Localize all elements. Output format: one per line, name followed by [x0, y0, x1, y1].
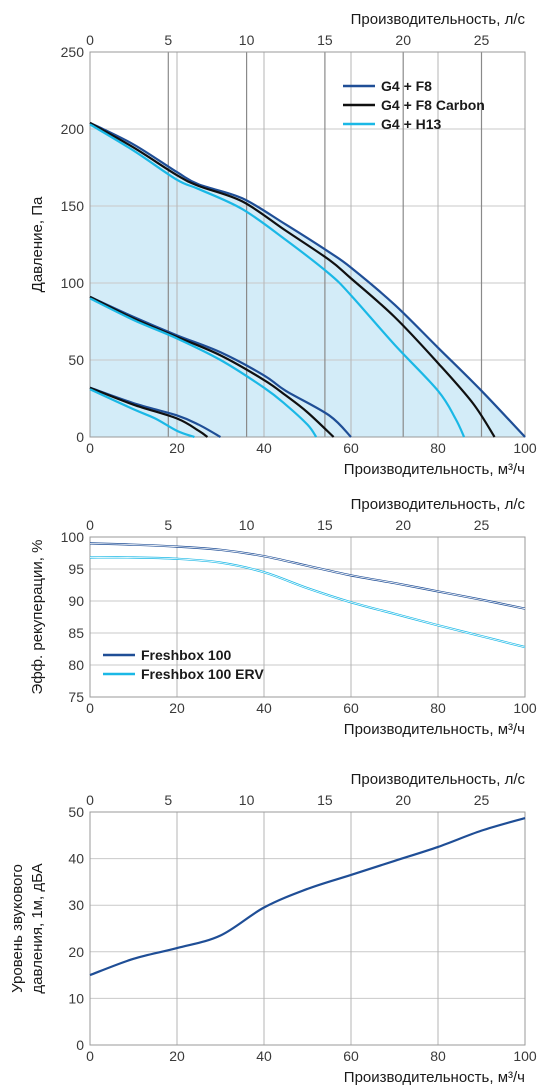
plot-frame — [89, 51, 526, 438]
y-axis-title: Давление, Па — [29, 196, 46, 292]
top-tick-label: 10 — [239, 32, 255, 48]
y-tick-label: 50 — [68, 352, 84, 368]
top-axis-title: Производительность, л/с — [351, 771, 526, 788]
x-tick-label: 0 — [86, 1048, 94, 1064]
x-tick-label: 40 — [256, 1048, 272, 1064]
top-tick-label: 15 — [317, 32, 333, 48]
x-axis-title: Производительность, м³/ч — [344, 721, 525, 738]
x-tick-label: 20 — [169, 700, 185, 716]
top-tick-label: 25 — [474, 517, 490, 533]
top-axis-title: Производительность, л/с — [351, 496, 526, 513]
series-line-g4-h13-1 — [89, 123, 466, 438]
top-tick-label: 15 — [317, 792, 333, 808]
y-tick-label: 85 — [68, 625, 84, 641]
y-axis-title-line: давления, 1м, дБА — [29, 863, 46, 993]
top-tick-label: 0 — [86, 32, 94, 48]
series-line-g4-h13-2 — [89, 297, 318, 438]
top-tick-label: 10 — [239, 517, 255, 533]
plot-frame — [89, 811, 526, 1046]
legend: G4 + F8 G4 + F8 Carbon G4 + H13 — [343, 78, 485, 132]
x-tick-label: 100 — [513, 700, 537, 716]
x-tick-label: 60 — [343, 700, 359, 716]
y-tick-label: 250 — [61, 44, 85, 60]
top-tick-label: 0 — [86, 792, 94, 808]
top-tick-label: 5 — [164, 32, 172, 48]
top-tick-label: 0 — [86, 517, 94, 533]
top-tick-label: 5 — [164, 517, 172, 533]
series-line-freshbox-100-1 — [89, 542, 526, 610]
x-tick-label: 20 — [169, 440, 185, 456]
y-tick-label: 150 — [61, 198, 85, 214]
series-line-highlight — [89, 556, 526, 648]
legend-label: Freshbox 100 ERV — [141, 666, 264, 682]
y-tick-label: 100 — [61, 275, 85, 291]
y-tick-label: 95 — [68, 561, 84, 577]
top-tick-label: 20 — [395, 517, 411, 533]
x-tick-label: 60 — [343, 440, 359, 456]
y-tick-label: 10 — [68, 990, 84, 1006]
series-line-g4-f8-carbon-1 — [89, 121, 496, 438]
y-tick-label: 100 — [61, 529, 85, 545]
series-line-noise-1 — [89, 817, 526, 977]
series-line-g4-f8-carbon-3 — [89, 386, 209, 438]
series-line-freshbox-100-erv-1 — [89, 556, 526, 649]
top-tick-label: 20 — [395, 32, 411, 48]
top-tick-label: 15 — [317, 517, 333, 533]
legend-label: G4 + F8 Carbon — [381, 97, 485, 113]
series-line-g4-h13-3 — [89, 388, 195, 439]
operating-area-fill — [90, 122, 525, 437]
top-tick-label: 10 — [239, 792, 255, 808]
top-tick-label: 20 — [395, 792, 411, 808]
top-tick-label: 5 — [164, 792, 172, 808]
y-tick-label: 30 — [68, 897, 84, 913]
plot-frame — [89, 536, 526, 698]
x-tick-label: 80 — [430, 440, 446, 456]
y-tick-label: 0 — [76, 429, 84, 445]
x-tick-label: 60 — [343, 1048, 359, 1064]
series-line-highlight — [89, 543, 526, 610]
x-axis-title: Производительность, м³/ч — [344, 461, 525, 478]
y-tick-label: 200 — [61, 121, 85, 137]
y-tick-label: 75 — [68, 689, 84, 705]
x-tick-label: 100 — [513, 440, 537, 456]
y-tick-label: 40 — [68, 851, 84, 867]
legend-label: G4 + H13 — [381, 116, 442, 132]
x-tick-label: 80 — [430, 1048, 446, 1064]
top-tick-label: 25 — [474, 32, 490, 48]
x-tick-label: 80 — [430, 700, 446, 716]
x-tick-label: 0 — [86, 440, 94, 456]
x-tick-label: 40 — [256, 700, 272, 716]
x-tick-label: 40 — [256, 440, 272, 456]
y-tick-label: 0 — [76, 1037, 84, 1053]
series-line-g4-f8-1 — [89, 121, 526, 438]
legend: Freshbox 100 Freshbox 100 ERV — [103, 647, 264, 682]
y-tick-label: 80 — [68, 657, 84, 673]
x-tick-label: 20 — [169, 1048, 185, 1064]
x-tick-label: 0 — [86, 700, 94, 716]
legend-label: Freshbox 100 — [141, 647, 231, 663]
y-tick-label: 20 — [68, 944, 84, 960]
top-tick-label: 25 — [474, 792, 490, 808]
x-axis-title: Производительность, м³/ч — [344, 1069, 525, 1086]
x-tick-label: 100 — [513, 1048, 537, 1064]
series-line-g4-f8-carbon-2 — [89, 295, 335, 438]
y-tick-label: 50 — [68, 804, 84, 820]
y-tick-label: 90 — [68, 593, 84, 609]
y-axis-title-line: Уровень звукового — [9, 864, 26, 993]
series-line-g4-f8-2 — [89, 295, 352, 438]
top-axis-title: Производительность, л/с — [351, 11, 526, 28]
y-axis-title: Эфф. рекуперации, % — [29, 540, 46, 695]
legend-label: G4 + F8 — [381, 78, 432, 94]
